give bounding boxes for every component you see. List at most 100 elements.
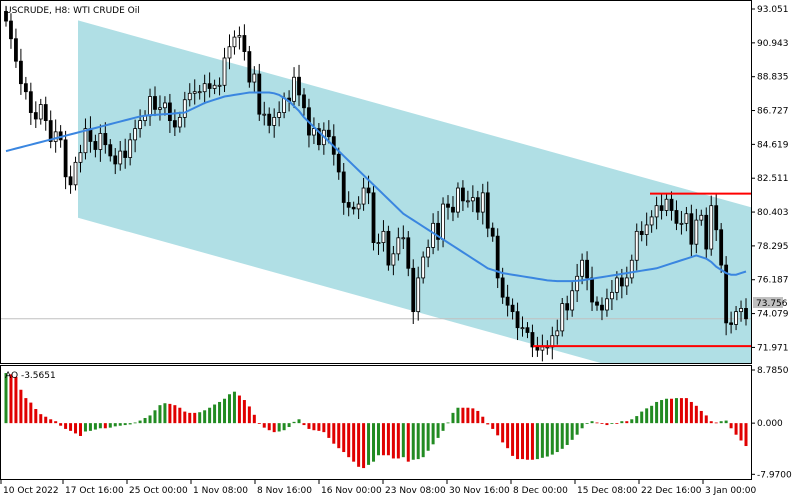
ao-bar: [19, 389, 23, 424]
ao-bar: [39, 414, 43, 424]
ao-bar: [49, 419, 53, 424]
candle: [28, 82, 33, 125]
candle: [510, 298, 515, 320]
candle: [361, 177, 366, 211]
candle: [461, 180, 465, 211]
ao-bar: [481, 416, 485, 424]
candle: [475, 190, 480, 220]
candle: [505, 284, 510, 317]
ao-bar: [88, 423, 92, 431]
candle: [709, 195, 714, 256]
ao-bar: [501, 423, 505, 443]
candle: [679, 210, 684, 235]
ao-bar: [143, 418, 147, 424]
ao-bar: [208, 407, 212, 424]
candle: [386, 225, 391, 271]
candle: [614, 271, 619, 301]
chart-header: USCRUDE, H8: WTI CRUDE Oil: [5, 6, 140, 16]
ao-bar: [525, 423, 529, 460]
candle: [267, 107, 272, 134]
ao-bar: [441, 423, 445, 431]
candle: [83, 118, 88, 160]
candle: [600, 297, 604, 321]
horizontal-lines: [533, 192, 751, 348]
candle: [639, 221, 644, 242]
candle: [163, 96, 167, 116]
ao-bar: [426, 423, 430, 451]
candle: [649, 210, 654, 233]
candle: [18, 48, 23, 95]
ao-bar: [4, 373, 8, 424]
candle: [326, 120, 331, 144]
ao-bar: [630, 419, 634, 424]
candle: [187, 83, 192, 107]
ao-bar: [381, 423, 385, 456]
ao-bar: [14, 376, 18, 424]
ao-bar: [277, 423, 281, 432]
ao-bar: [267, 423, 271, 431]
candle: [480, 183, 485, 225]
candle: [9, 13, 13, 49]
candle: [654, 196, 659, 230]
ao-bar: [34, 409, 38, 424]
ao-bar: [406, 423, 410, 462]
ao-bar: [535, 423, 539, 460]
ao-bar: [650, 405, 654, 424]
channel-fill: [78, 20, 751, 363]
ao-bar: [511, 423, 515, 456]
ao-bar: [59, 423, 63, 426]
ao-bar: [322, 423, 326, 433]
ao-bar: [655, 401, 659, 424]
candle: [48, 110, 53, 149]
candle: [629, 254, 634, 284]
ao-bar: [29, 402, 33, 424]
candle: [485, 181, 490, 238]
ao-bar: [744, 423, 748, 447]
ao-bar: [362, 423, 366, 469]
candle: [520, 316, 525, 337]
ao-bar: [227, 394, 231, 424]
ao-bar: [123, 423, 127, 426]
candle: [421, 251, 426, 284]
candle: [495, 228, 500, 289]
ao-bar: [670, 398, 674, 424]
ao-bar: [550, 423, 554, 455]
price-channel: [78, 20, 751, 363]
candle: [232, 30, 237, 55]
ao-bar: [376, 423, 380, 456]
ao-bar: [466, 407, 470, 424]
ao-axis: 8.7850 0.000 -7.9700: [751, 366, 792, 480]
ao-bar: [580, 423, 584, 429]
candle: [123, 138, 128, 169]
ao-bar: [237, 395, 241, 424]
time-tick-label: 25 Oct 00:00: [129, 486, 188, 496]
ao-bar: [69, 423, 73, 431]
candle: [694, 208, 699, 254]
ao-bar: [372, 423, 376, 462]
candle: [302, 88, 306, 116]
candle: [217, 77, 222, 96]
ao-bar: [103, 423, 107, 429]
candle: [23, 76, 28, 100]
candle: [118, 140, 123, 171]
candle: [14, 28, 18, 68]
candle: [133, 119, 138, 153]
candle: [63, 130, 68, 190]
ao-bar: [203, 410, 207, 424]
candle: [734, 306, 738, 331]
price-tick-label: 93.051: [757, 5, 789, 15]
ao-bar: [158, 405, 162, 424]
ma-line: [5, 91, 747, 283]
ao-bar: [64, 423, 68, 429]
ao-bar: [684, 398, 688, 424]
ao-bar: [436, 423, 440, 438]
ao-bar: [516, 423, 520, 460]
candle: [689, 204, 694, 257]
ao-bar: [729, 423, 733, 429]
ao-bar: [724, 420, 728, 424]
candle: [416, 266, 421, 321]
candle: [316, 123, 321, 151]
ao-bar: [223, 398, 227, 424]
candle: [43, 96, 48, 131]
candle: [376, 233, 381, 255]
